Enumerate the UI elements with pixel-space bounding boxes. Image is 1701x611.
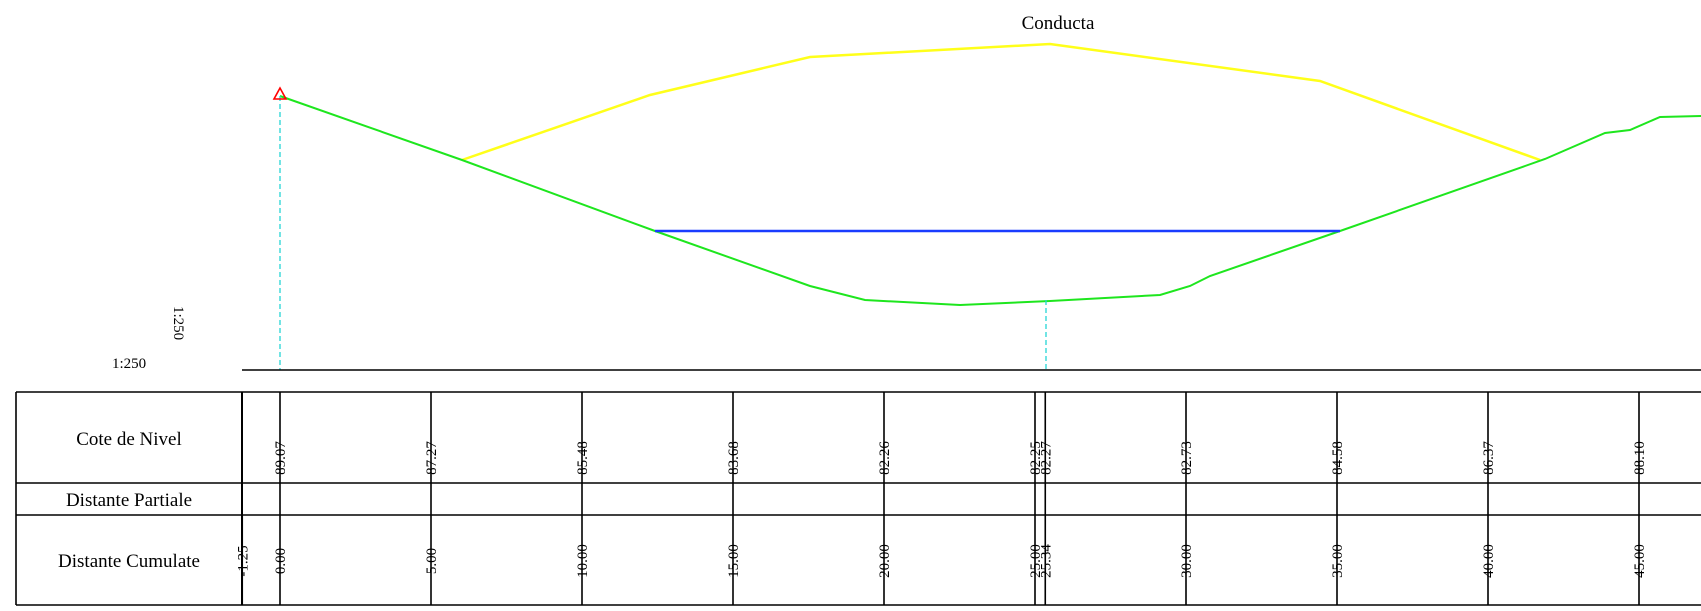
cote-value-label: 82.25 (1028, 441, 1044, 475)
distance-value-label: 0.00 (273, 548, 289, 574)
row-label-cote: Cote de Nivel (76, 429, 182, 450)
embankment-line (461, 42, 1541, 162)
distance-value-label: 25.00 (1028, 544, 1044, 578)
distance-value-label: 25.34 (1038, 544, 1054, 578)
cote-value-label: 87.27 (424, 441, 440, 475)
horizontal-scale-label: 1:250 (112, 356, 146, 372)
cote-value-label: 85.48 (575, 441, 591, 475)
cote-value-label: 86.37 (1481, 441, 1497, 475)
cote-value-label: 84.58 (1330, 441, 1346, 475)
distance-value-label: 5.00 (424, 548, 440, 574)
distance-value-label: 10.00 (575, 544, 591, 578)
cote-value-label: 82.26 (877, 441, 893, 475)
cote-value-label: 83.68 (726, 441, 742, 475)
cote-value-label: 82.27 (1038, 441, 1054, 475)
cote-value-label: 89.07 (273, 441, 289, 475)
distance-value-label: -1.25 (235, 545, 251, 576)
distance-value-label: 30.00 (1179, 544, 1195, 578)
row-label-partiale: Distante Partiale (66, 490, 192, 511)
distance-value-label: 15.00 (726, 544, 742, 578)
distance-value-label: 40.00 (1481, 544, 1497, 578)
data-table (15, 391, 1701, 606)
cote-value-label: 88.10 (1632, 441, 1648, 475)
vertical-scale-label: 1:250 (170, 306, 186, 340)
start-point-marker-icon (272, 86, 288, 100)
station-ticks: -1.25 89.07 0.00 87.27 5.00 85.48 10.00 83.68 15… (235, 392, 1648, 605)
distance-value-label: 45.00 (1632, 544, 1648, 578)
row-label-cumulate: Distante Cumulate (58, 551, 200, 572)
distance-value-label: 35.00 (1330, 544, 1346, 578)
drawing-title: Conducta (1022, 13, 1095, 34)
terrain-line (279, 95, 1701, 307)
distance-value-label: 20.00 (877, 544, 893, 578)
cote-value-label: 82.73 (1179, 441, 1195, 475)
